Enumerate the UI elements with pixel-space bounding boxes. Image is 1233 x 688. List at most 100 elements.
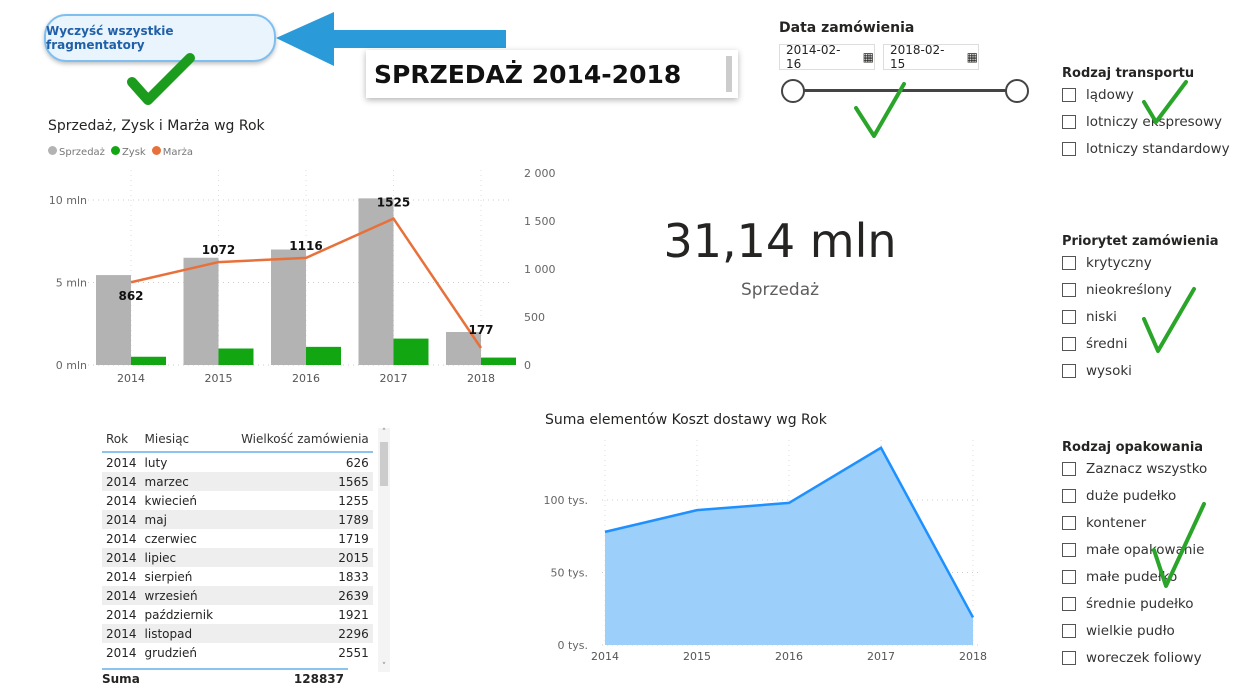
table-row[interactable]: 2014 wrzesień 2639 (102, 586, 373, 605)
table-row[interactable]: 2014 czerwiec 1719 (102, 529, 373, 548)
packaging-option[interactable]: duże pudełko (1062, 482, 1207, 509)
bar-sprzedaz[interactable] (271, 249, 306, 366)
range-end-handle[interactable] (1005, 79, 1029, 103)
checkbox[interactable] (1062, 488, 1076, 503)
data-label: 1072 (202, 243, 235, 257)
priority-option[interactable]: krytyczny (1062, 249, 1219, 276)
table-cell: 2551 (338, 645, 369, 660)
right-tick-label: 2 000 (524, 167, 556, 180)
table-cell: 2014 (102, 472, 141, 491)
column-header-miesiac[interactable]: Miesiąc (144, 431, 190, 446)
area-line[interactable] (604, 446, 975, 619)
checkbox[interactable] (1062, 255, 1076, 270)
table-row[interactable]: 2014 listopad 2296 (102, 624, 373, 643)
bar-zysk[interactable] (131, 356, 166, 365)
option-label: średni (1086, 335, 1128, 352)
table-row[interactable]: 2014 maj 1789 (102, 510, 373, 529)
priority-option[interactable]: nieokreślony (1062, 276, 1219, 303)
checkbox[interactable] (1062, 461, 1076, 476)
packaging-option[interactable]: małe opakowanie (1062, 536, 1207, 563)
bar-sprzedaz[interactable] (183, 257, 219, 365)
x-tick-label: 2014 (117, 372, 145, 385)
scroll-up-icon[interactable]: ˄ (381, 428, 387, 438)
legend-item[interactable]: Marża (151, 146, 193, 158)
transport-option[interactable]: lotniczy standardowy (1062, 135, 1230, 162)
bar-zysk[interactable] (306, 346, 341, 365)
table-scrollbar[interactable]: ˄ ˅ (378, 428, 390, 672)
table-row[interactable]: 2014 marzec 1565 (102, 472, 373, 491)
table-cell: 1565 (217, 472, 373, 491)
x-tick-label: 2015 (683, 650, 711, 663)
right-tick-label: 500 (524, 311, 545, 324)
table-cell: czerwiec (144, 531, 197, 546)
start-date-input[interactable]: 2014-02-16 ▦ (779, 43, 875, 71)
option-label: małe pudełko (1086, 568, 1178, 585)
column-header-rok[interactable]: Rok (106, 431, 129, 446)
total-value: 128837 (293, 672, 344, 686)
checkbox[interactable] (1062, 336, 1076, 351)
packaging-option[interactable]: średnie pudełko (1062, 590, 1207, 617)
page-title-text: SPRZEDAŻ 2014-2018 (374, 59, 682, 89)
scrollbar-thumb[interactable] (380, 442, 388, 486)
table-row[interactable]: 2014 kwiecień 1255 (102, 491, 373, 510)
checkbox[interactable] (1062, 542, 1076, 557)
legend-dot (48, 146, 57, 155)
x-tick-label: 2017 (867, 650, 895, 663)
bar-chart: 0 mln 5 mln 10 mln 0 500 1 000 1 500 2 000 2014 2… (49, 167, 556, 385)
total-label: Suma (102, 672, 140, 686)
x-tick-label: 2014 (591, 650, 619, 663)
checkbox[interactable] (1062, 596, 1076, 611)
packaging-option[interactable]: Zaznacz wszystko (1062, 455, 1207, 482)
clear-all-slicers-button[interactable]: Wyczyść wszystkie fragmentatory (44, 14, 276, 62)
end-date-value: 2018-02-15 (890, 43, 945, 71)
priority-option[interactable]: średni (1062, 330, 1219, 357)
x-tick-label: 2016 (775, 650, 803, 663)
checkbox[interactable] (1062, 141, 1076, 156)
checkbox[interactable] (1062, 515, 1076, 530)
bar-zysk[interactable] (481, 357, 516, 365)
start-date-value: 2014-02-16 (786, 43, 841, 71)
transport-option[interactable]: lądowy (1062, 81, 1230, 108)
bar-sprzedaz[interactable] (96, 275, 131, 365)
end-date-input[interactable]: 2018-02-15 ▦ (883, 43, 979, 71)
table-row[interactable]: 2014 luty 626 (102, 452, 373, 472)
checkbox[interactable] (1062, 623, 1076, 638)
legend-item[interactable]: Sprzedaż (48, 146, 105, 158)
table-cell: październik (144, 607, 214, 622)
checkbox[interactable] (1062, 650, 1076, 665)
checkbox[interactable] (1062, 309, 1076, 324)
legend-item[interactable]: Zysk (110, 146, 146, 158)
table-cell: 2639 (217, 586, 373, 605)
transport-slicer-title: Rodzaj transportu (1062, 66, 1195, 81)
table-row[interactable]: 2014 grudzień 2551 (102, 643, 373, 662)
checkbox[interactable] (1062, 363, 1076, 378)
scroll-down-icon[interactable]: ˅ (381, 662, 387, 672)
checkbox[interactable] (1062, 114, 1076, 129)
bar-sprzedaz[interactable] (358, 198, 394, 365)
table-cell: 2014 (106, 645, 137, 660)
priority-option[interactable]: wysoki (1062, 357, 1219, 384)
option-label: woreczek foliowy (1086, 649, 1202, 666)
table-row[interactable]: 2014 sierpień 1833 (102, 567, 373, 586)
y-tick-label: 0 tys. (557, 639, 588, 652)
left-tick-label: 10 mln (49, 194, 87, 207)
legend-label: Zysk (121, 147, 146, 158)
checkbox[interactable] (1062, 282, 1076, 297)
column-header-wielkosc[interactable]: Wielkość zamówienia (241, 431, 369, 446)
packaging-option[interactable]: kontener (1062, 509, 1207, 536)
priority-option[interactable]: niski (1062, 303, 1219, 330)
calendar-icon: ▦ (862, 50, 874, 64)
line-marza[interactable] (130, 217, 483, 349)
packaging-option[interactable]: woreczek foliowy (1062, 644, 1207, 671)
data-label: 862 (118, 289, 143, 303)
checkbox[interactable] (1062, 569, 1076, 584)
bar-zysk[interactable] (218, 348, 254, 366)
table-cell: lipiec (140, 548, 218, 567)
table-row[interactable]: 2014 październik 1921 (102, 605, 373, 624)
table-row[interactable]: 2014 lipiec 2015 (102, 548, 373, 567)
packaging-option[interactable]: wielkie pudło (1062, 617, 1207, 644)
packaging-option[interactable]: małe pudełko (1062, 563, 1207, 590)
checkbox[interactable] (1062, 87, 1076, 102)
bar-zysk[interactable] (393, 338, 429, 365)
range-start-handle[interactable] (781, 79, 805, 103)
